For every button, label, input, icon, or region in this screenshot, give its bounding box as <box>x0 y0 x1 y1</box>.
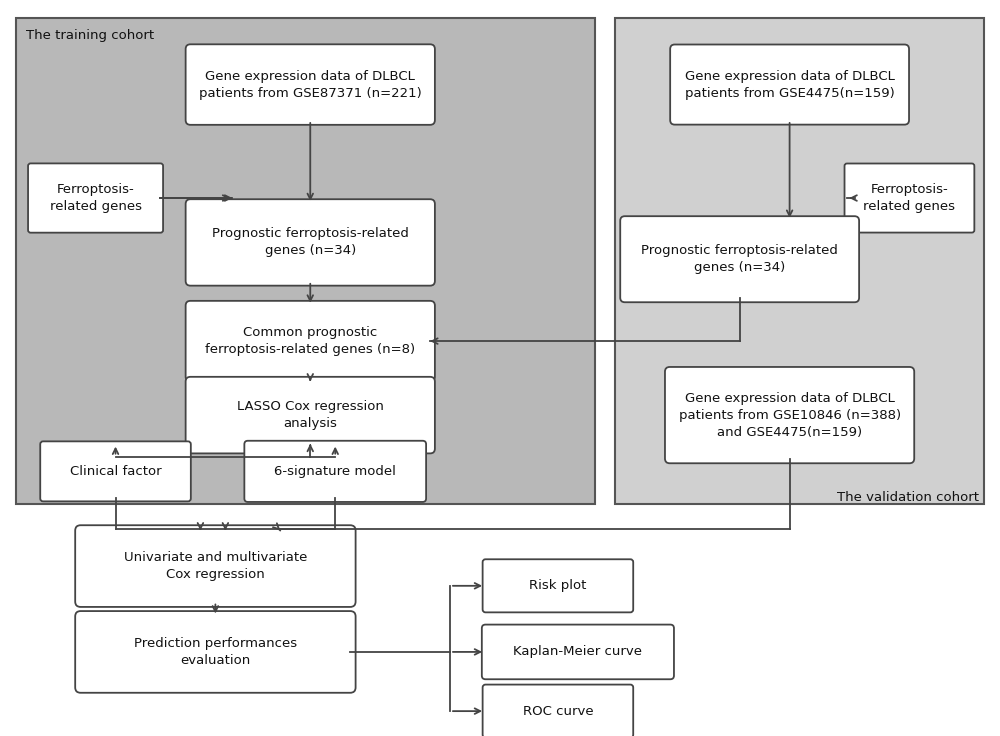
FancyBboxPatch shape <box>483 684 633 736</box>
FancyBboxPatch shape <box>615 18 984 504</box>
Text: Univariate and multivariate
Cox regression: Univariate and multivariate Cox regressi… <box>124 551 307 581</box>
FancyBboxPatch shape <box>665 367 914 463</box>
Text: Gene expression data of DLBCL
patients from GSE10846 (n=388)
and GSE4475(n=159): Gene expression data of DLBCL patients f… <box>679 392 901 439</box>
FancyBboxPatch shape <box>845 163 974 233</box>
FancyBboxPatch shape <box>670 44 909 124</box>
Text: Gene expression data of DLBCL
patients from GSE87371 (n=221): Gene expression data of DLBCL patients f… <box>199 70 422 99</box>
Text: Gene expression data of DLBCL
patients from GSE4475(n=159): Gene expression data of DLBCL patients f… <box>685 70 895 99</box>
Text: ROC curve: ROC curve <box>523 704 593 718</box>
FancyBboxPatch shape <box>244 441 426 502</box>
FancyBboxPatch shape <box>620 216 859 302</box>
FancyBboxPatch shape <box>28 163 163 233</box>
FancyBboxPatch shape <box>16 18 595 504</box>
Text: Clinical factor: Clinical factor <box>70 465 161 478</box>
Text: Prognostic ferroptosis-related
genes (n=34): Prognostic ferroptosis-related genes (n=… <box>641 244 838 275</box>
Text: The training cohort: The training cohort <box>26 29 154 42</box>
Text: LASSO Cox regression
analysis: LASSO Cox regression analysis <box>237 400 384 430</box>
Text: Common prognostic
ferroptosis-related genes (n=8): Common prognostic ferroptosis-related ge… <box>205 326 415 356</box>
Text: Kaplan-Meier curve: Kaplan-Meier curve <box>513 645 642 659</box>
Text: 6-signature model: 6-signature model <box>274 465 396 478</box>
FancyBboxPatch shape <box>186 199 435 286</box>
Text: Ferroptosis-
related genes: Ferroptosis- related genes <box>863 183 955 213</box>
FancyBboxPatch shape <box>40 442 191 501</box>
FancyBboxPatch shape <box>186 44 435 125</box>
FancyBboxPatch shape <box>75 611 356 693</box>
Text: Ferroptosis-
related genes: Ferroptosis- related genes <box>50 183 142 213</box>
FancyBboxPatch shape <box>483 559 633 612</box>
FancyBboxPatch shape <box>186 301 435 381</box>
Text: Prognostic ferroptosis-related
genes (n=34): Prognostic ferroptosis-related genes (n=… <box>212 227 409 258</box>
FancyBboxPatch shape <box>186 377 435 453</box>
FancyBboxPatch shape <box>75 526 356 607</box>
FancyBboxPatch shape <box>482 625 674 679</box>
Text: The validation cohort: The validation cohort <box>837 490 979 503</box>
Text: Risk plot: Risk plot <box>529 579 587 592</box>
Text: Prediction performances
evaluation: Prediction performances evaluation <box>134 637 297 667</box>
